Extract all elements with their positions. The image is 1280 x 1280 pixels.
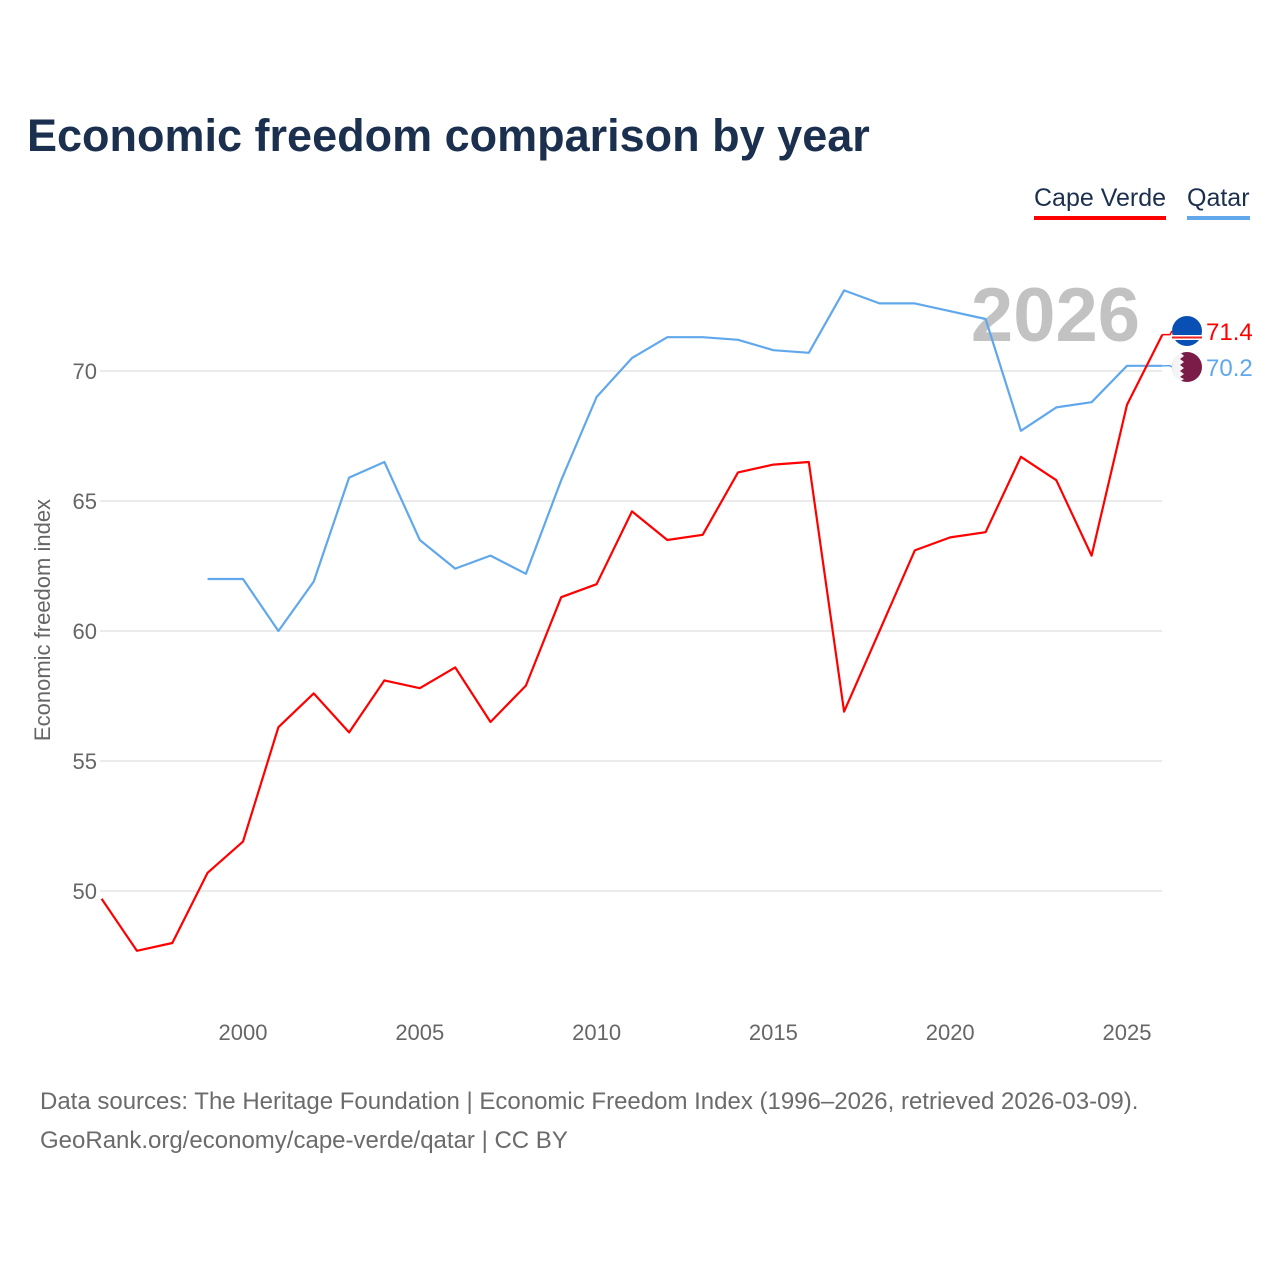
x-tick-label: 2005 <box>395 1020 444 1045</box>
legend-qatar[interactable]: Qatar <box>1187 184 1250 220</box>
x-tick-label: 2000 <box>219 1020 268 1045</box>
legend-cape-verde[interactable]: Cape Verde <box>1034 184 1167 220</box>
y-tick-label: 50 <box>73 879 97 904</box>
y-axis-label: Economic freedom index <box>30 499 55 741</box>
x-tick-label: 2015 <box>749 1020 798 1045</box>
cape-verde-flag-icon <box>1172 316 1202 346</box>
y-tick-label: 60 <box>73 619 97 644</box>
series-line-cape-verde <box>100 334 1164 952</box>
series-line-qatar <box>207 289 1163 633</box>
flag-serration <box>1171 353 1184 381</box>
x-tick-label: 2025 <box>1103 1020 1152 1045</box>
footer-link[interactable]: GeoRank.org/economy/cape-verde/qatar | C… <box>40 1127 568 1154</box>
line-chart: 2026 50 55 60 65 70 2000 2005 2010 2015 2020 2025 Ec… <box>30 273 1253 1045</box>
end-value-label: 70.2 <box>1206 355 1253 382</box>
connector-line <box>1162 330 1173 336</box>
chart-title: Economic freedom comparison by year <box>27 110 870 161</box>
y-tick-label: 65 <box>73 489 97 514</box>
y-tick-label: 70 <box>73 359 97 384</box>
x-tick-label: 2010 <box>572 1020 621 1045</box>
connector-line <box>1162 365 1173 368</box>
flag-stripe <box>1172 336 1202 339</box>
year-watermark: 2026 <box>971 273 1140 358</box>
x-tick-label: 2020 <box>926 1020 975 1045</box>
end-value-label: 71.4 <box>1206 319 1253 346</box>
footer-sources: Data sources: The Heritage Foundation | … <box>40 1088 1139 1115</box>
y-tick-label: 55 <box>73 749 97 774</box>
